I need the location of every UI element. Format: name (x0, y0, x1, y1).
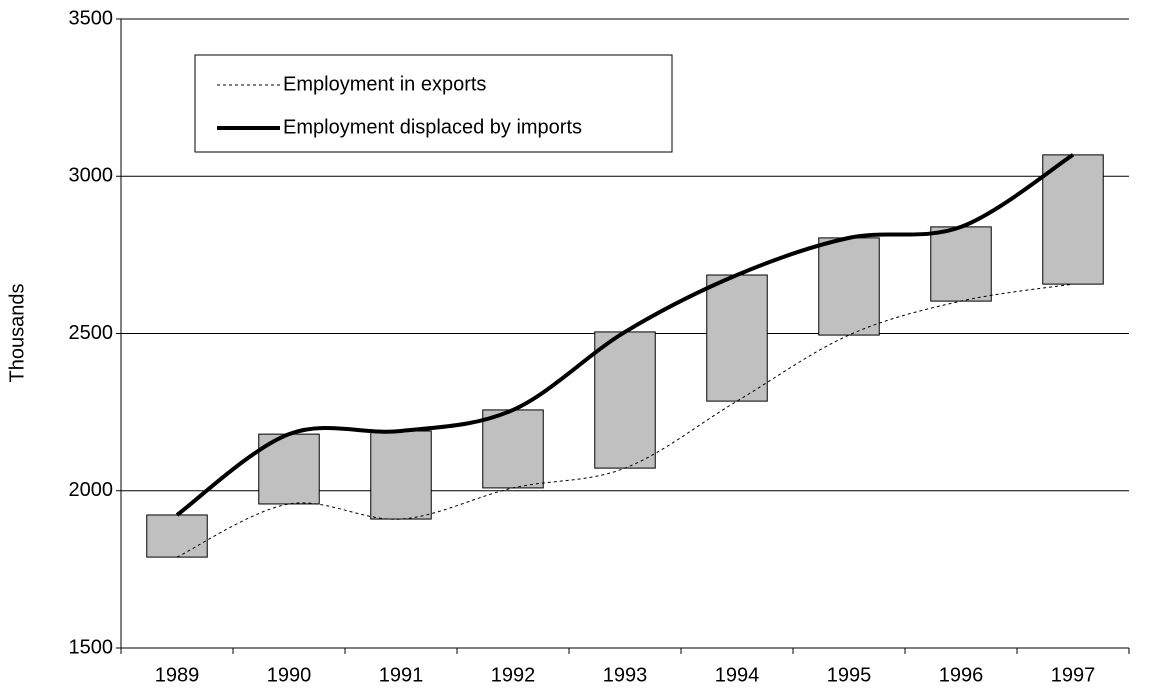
y-tick-label: 1500 (69, 636, 114, 658)
updown-bar (930, 226, 992, 302)
y-tick-label: 2000 (69, 479, 114, 501)
x-tick-label: 1996 (939, 664, 984, 686)
legend-label: Employment displaced by imports (283, 116, 582, 138)
legend-box (194, 54, 673, 153)
updown-bar (482, 409, 544, 489)
y-tick-label: 3000 (69, 165, 114, 187)
x-tick-label: 1990 (267, 664, 312, 686)
x-tick-label: 1991 (379, 664, 424, 686)
x-tick-label: 1997 (1051, 664, 1096, 686)
updown-bar (146, 514, 208, 558)
updown-bar (1042, 154, 1104, 285)
updown-bar (594, 331, 656, 469)
updown-bar (706, 274, 768, 402)
updown-bar (818, 237, 880, 336)
x-tick-label: 1993 (603, 664, 648, 686)
series-line (176, 283, 1074, 558)
y-tick-label: 3500 (69, 7, 114, 29)
x-tick-label: 1995 (827, 664, 872, 686)
legend-label: Employment in exports (283, 73, 486, 95)
series-line (175, 153, 1075, 517)
y-tick-label: 2500 (69, 322, 114, 344)
updown-bar (370, 430, 432, 520)
y-axis-label: Thousands (6, 284, 28, 383)
x-tick-label: 1989 (155, 664, 200, 686)
x-tick-label: 1994 (715, 664, 760, 686)
x-tick-label: 1992 (491, 664, 536, 686)
